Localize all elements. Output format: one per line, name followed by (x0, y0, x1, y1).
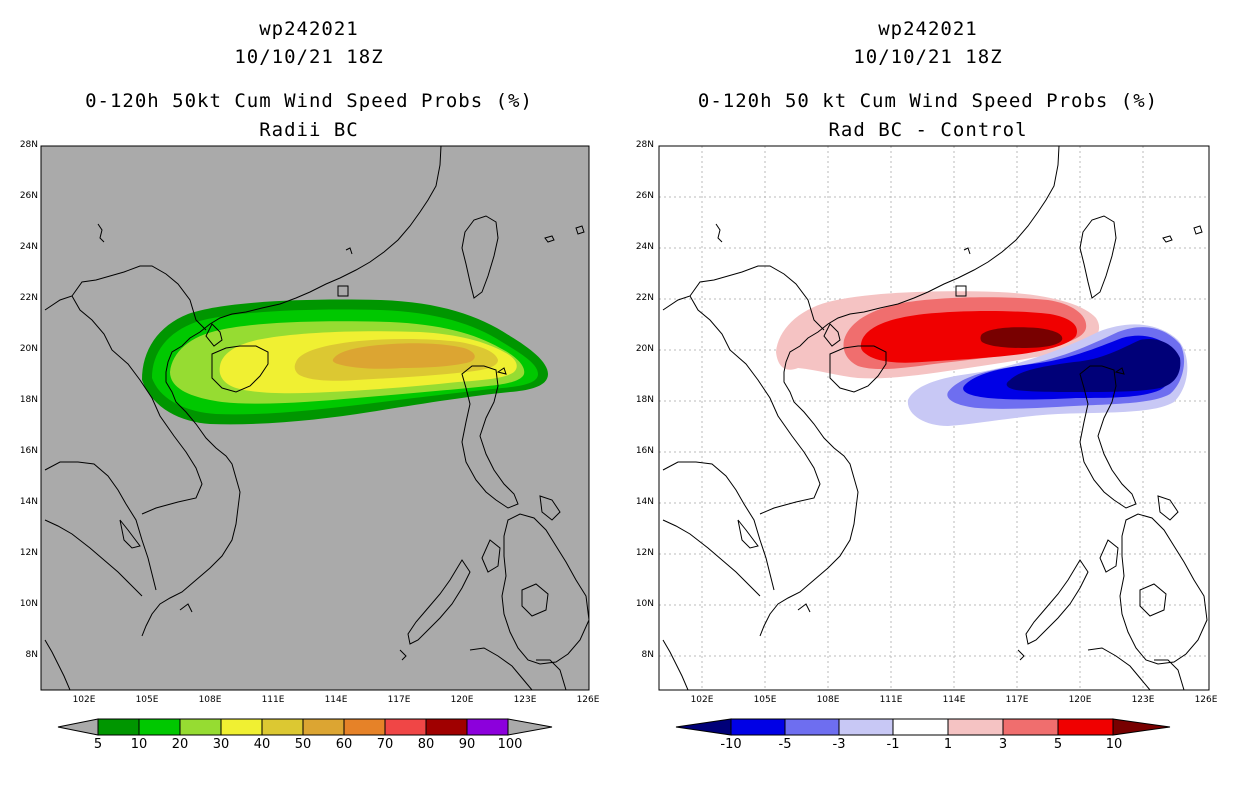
right-title-product: 0-120h 50 kt Cum Wind Speed Probs (%) (697, 90, 1159, 112)
left-title-subtitle: Radii BC (259, 119, 359, 141)
left-lon-108e: 108E (198, 695, 222, 705)
left-lat-16n: 16N (19, 446, 38, 456)
left-lat-22n: 22N (19, 293, 38, 303)
left-colorbar-swatch-70 (384, 718, 427, 736)
right-colorbar-swatch-pos5 (1057, 718, 1114, 736)
right-colorbar-label-pos5: 5 (1053, 737, 1063, 752)
right-colorbar-swatch-neg3 (784, 718, 840, 736)
left-colorbar-swatch-10 (138, 718, 181, 736)
right-colorbar-label-neg3: -3 (832, 737, 846, 752)
right-colorbar-swatch-neg1 (838, 718, 894, 736)
left-colorbar-swatch-80 (425, 718, 468, 736)
left-lat-12n: 12N (19, 548, 38, 558)
right-lon-114e: 114E (942, 695, 966, 705)
right-lat-20n: 20N (635, 344, 654, 354)
right-lon-111e: 111E (879, 695, 903, 705)
right-lon-102e: 102E (690, 695, 714, 705)
right-colorbar-swatch-pos3 (1002, 718, 1059, 736)
left-lon-117e: 117E (387, 695, 411, 705)
left-colorbar-label-90: 90 (458, 737, 476, 752)
right-lat-8n: 8N (641, 650, 654, 660)
left-lon-102e: 102E (72, 695, 96, 705)
right-colorbar-swatch-zero (892, 718, 949, 736)
left-lon-123e: 123E (513, 695, 537, 705)
left-lon-105e: 105E (135, 695, 159, 705)
right-colorbar-label-neg5: -5 (778, 737, 792, 752)
left-colorbar-swatch-60 (343, 718, 386, 736)
left-colorbar-label-100: 100 (497, 737, 523, 752)
right-lat-28n: 28N (635, 140, 654, 150)
left-colorbar-swatch-90 (466, 718, 509, 736)
right-lat-22n: 22N (635, 293, 654, 303)
right-title-date: 10/10/21 18Z (853, 46, 1003, 68)
left-colorbar-label-10: 10 (130, 737, 148, 752)
left-colorbar (57, 718, 553, 736)
right-lat-14n: 14N (635, 497, 654, 507)
right-lon-123e: 123E (1131, 695, 1155, 705)
left-prob-50 (332, 343, 475, 369)
left-map (40, 145, 590, 691)
left-colorbar-label-60: 60 (335, 737, 353, 752)
right-diff-pos-10 (980, 327, 1063, 348)
right-colorbar-high-arrow (1112, 718, 1171, 736)
left-title-product: 0-120h 50kt Cum Wind Speed Probs (%) (85, 90, 533, 112)
right-colorbar-label-pos10: 10 (1105, 737, 1123, 752)
left-lat-28n: 28N (19, 140, 38, 150)
left-colorbar-label-50: 50 (294, 737, 312, 752)
right-lat-18n: 18N (635, 395, 654, 405)
right-diff-neg-10 (1006, 338, 1181, 392)
left-colorbar-swatch-40 (261, 718, 304, 736)
right-diff-pos-5 (860, 311, 1077, 363)
left-title-date: 10/10/21 18Z (234, 46, 384, 68)
right-colorbar-label-neg10: -10 (720, 737, 742, 752)
right-lon-120e: 120E (1068, 695, 1092, 705)
left-colorbar-swatch-30 (220, 718, 263, 736)
right-lon-105e: 105E (753, 695, 777, 705)
right-lat-10n: 10N (635, 599, 654, 609)
left-lat-24n: 24N (19, 242, 38, 252)
right-lon-117e: 117E (1005, 695, 1029, 705)
left-colorbar-label-5: 5 (93, 737, 103, 752)
right-lat-26n: 26N (635, 191, 654, 201)
left-colorbar-label-80: 80 (417, 737, 435, 752)
right-map (658, 145, 1210, 691)
left-colorbar-swatch-50 (302, 718, 345, 736)
left-colorbar-label-30: 30 (212, 737, 230, 752)
right-lon-126e: 126E (1194, 695, 1218, 705)
left-colorbar-label-20: 20 (171, 737, 189, 752)
left-lat-26n: 26N (19, 191, 38, 201)
left-colorbar-high-arrow (507, 718, 553, 736)
right-colorbar-low-arrow (675, 718, 732, 736)
right-lat-16n: 16N (635, 446, 654, 456)
left-lon-120e: 120E (450, 695, 474, 705)
left-colorbar-swatch-5 (97, 718, 140, 736)
left-title-storm: wp242021 (259, 18, 359, 40)
left-lat-8n: 8N (25, 650, 38, 660)
left-lon-126e: 126E (576, 695, 600, 705)
right-colorbar-label-neg1: -1 (886, 737, 900, 752)
right-colorbar (675, 718, 1171, 736)
right-colorbar-swatch-neg5 (730, 718, 786, 736)
left-lon-111e: 111E (261, 695, 285, 705)
right-colorbar-label-pos3: 3 (998, 737, 1008, 752)
right-colorbar-swatch-pos1 (947, 718, 1004, 736)
left-lat-20n: 20N (19, 344, 38, 354)
right-title-storm: wp242021 (878, 18, 978, 40)
right-lon-108e: 108E (816, 695, 840, 705)
left-lat-14n: 14N (19, 497, 38, 507)
right-title-subtitle: Rad BC - Control (828, 119, 1028, 141)
left-lat-10n: 10N (19, 599, 38, 609)
left-lat-18n: 18N (19, 395, 38, 405)
left-colorbar-swatch-20 (179, 718, 222, 736)
left-lon-114e: 114E (324, 695, 348, 705)
right-lat-24n: 24N (635, 242, 654, 252)
left-colorbar-low-arrow (57, 718, 99, 736)
left-colorbar-label-40: 40 (253, 737, 271, 752)
right-lat-12n: 12N (635, 548, 654, 558)
left-colorbar-label-70: 70 (376, 737, 394, 752)
right-colorbar-label-pos1: 1 (943, 737, 953, 752)
